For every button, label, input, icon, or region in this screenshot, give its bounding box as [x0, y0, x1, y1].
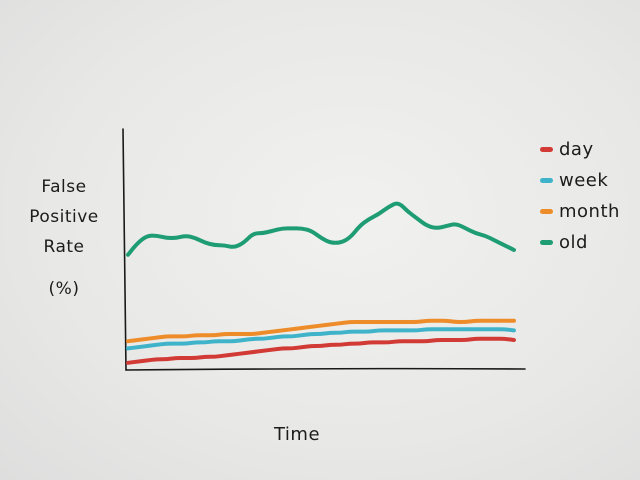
legend-item-old: old: [540, 227, 636, 258]
x-axis-line: [125, 367, 526, 371]
legend-label-old: old: [559, 232, 588, 253]
legend-item-month: month: [540, 196, 636, 227]
legend-label-day: day: [559, 139, 594, 160]
series-line-week: [126, 327, 517, 351]
legend-item-day: day: [540, 134, 636, 165]
y-axis-label-line: Positive: [29, 207, 99, 227]
x-axis-label: Time: [273, 424, 321, 445]
legend: day week month old: [540, 134, 636, 258]
legend-label-month: month: [559, 201, 620, 222]
legend-swatch-old: [540, 240, 553, 245]
series-line-month: [126, 318, 517, 344]
series-layer: [126, 201, 517, 365]
y-axis-label-line: False: [41, 177, 87, 197]
y-axis-unit: (%): [48, 279, 80, 299]
legend-item-week: week: [540, 165, 636, 196]
legend-swatch-week: [540, 178, 553, 183]
y-axis-line: [122, 128, 127, 371]
axes: [122, 128, 526, 371]
y-axis-label: False Positive Rate (%): [14, 172, 114, 304]
legend-swatch-month: [540, 209, 553, 214]
y-axis-label-line: Rate: [43, 237, 85, 257]
legend-swatch-day: [540, 147, 553, 152]
legend-label-week: week: [559, 170, 609, 191]
series-line-old: [126, 201, 517, 257]
series-line-day: [126, 336, 517, 365]
